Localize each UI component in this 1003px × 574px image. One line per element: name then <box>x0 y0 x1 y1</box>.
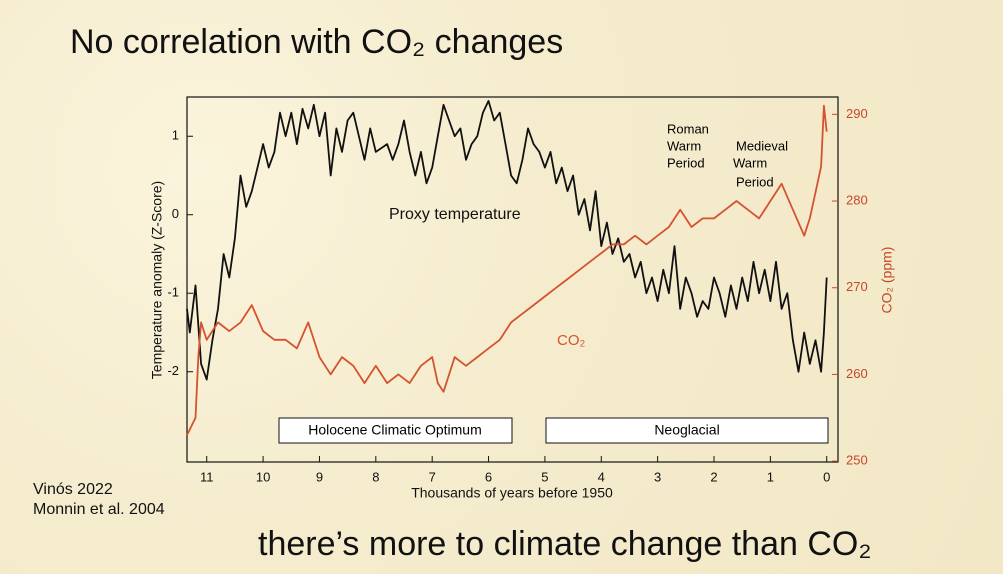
y2-tick-label: 270 <box>846 279 868 294</box>
annotation: Roman <box>667 121 709 136</box>
series-label: CO₂ <box>557 332 586 349</box>
x-tick-label: 3 <box>654 469 661 484</box>
y2-tick-label: 280 <box>846 192 868 207</box>
period-label: Neoglacial <box>654 422 719 438</box>
y-axis-label: Temperature anomaly (Z-Score) <box>149 181 165 379</box>
x-tick-label: 7 <box>429 469 436 484</box>
x-tick-label: 8 <box>372 469 379 484</box>
annotation: Warm <box>667 138 701 153</box>
y2-tick-label: 250 <box>846 453 868 468</box>
x-tick-label: 9 <box>316 469 323 484</box>
y-tick-label: 0 <box>172 206 179 221</box>
y2-tick-label: 290 <box>846 106 868 121</box>
period-label: Holocene Climatic Optimum <box>308 422 482 438</box>
x-tick-label: 5 <box>541 469 548 484</box>
x-tick-label: 4 <box>598 469 605 484</box>
period-box <box>278 417 513 444</box>
annotation: Period <box>736 174 774 189</box>
y-tick-label: 1 <box>172 128 179 143</box>
y-tick-label: -2 <box>167 363 179 378</box>
annotation: Period <box>667 155 705 170</box>
series-line <box>186 100 828 381</box>
slide-subtitle: there’s more to climate change than CO₂ <box>258 525 872 563</box>
plot-frame <box>186 96 839 463</box>
series-line <box>186 104 828 436</box>
credit: Vinós 2022 <box>33 481 113 498</box>
x-tick-label: 6 <box>485 469 492 484</box>
annotation: Warm <box>733 155 767 170</box>
y-tick-label: -1 <box>167 285 179 300</box>
y2-axis-label: CO₂ (ppm) <box>879 247 895 314</box>
x-tick-label: 11 <box>200 469 214 484</box>
credit: Monnin et al. 2004 <box>33 501 165 518</box>
x-axis-label: Thousands of years before 1950 <box>411 485 613 501</box>
x-tick-label: 0 <box>823 469 830 484</box>
slide-title: No correlation with CO₂ changes <box>70 23 563 61</box>
x-tick-label: 2 <box>710 469 717 484</box>
period-box <box>545 417 829 444</box>
series-label: Proxy temperature <box>389 206 521 223</box>
x-tick-label: 10 <box>256 469 270 484</box>
x-tick-label: 1 <box>767 469 774 484</box>
annotation: Medieval <box>736 138 788 153</box>
y2-tick-label: 260 <box>846 366 868 381</box>
